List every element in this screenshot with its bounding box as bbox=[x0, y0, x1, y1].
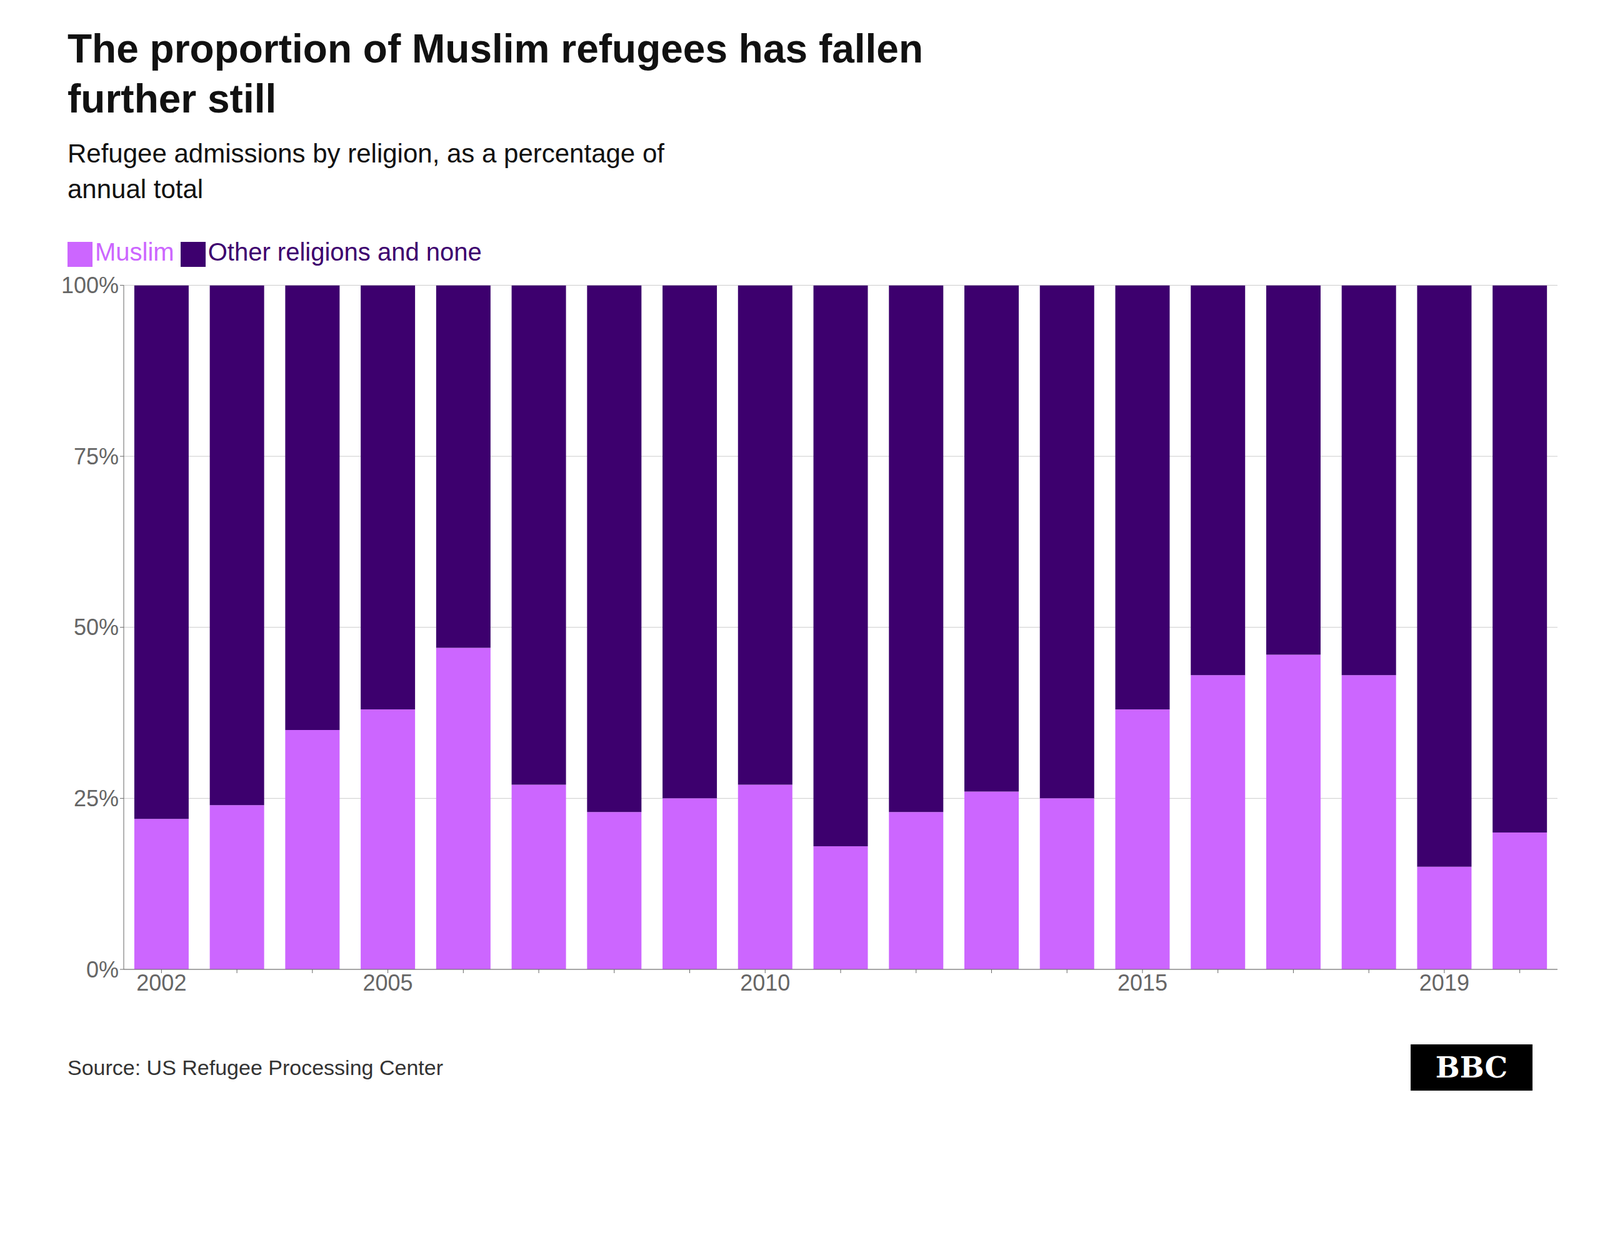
svg-text:2019: 2019 bbox=[1419, 970, 1470, 996]
html-text:BBC: BBC bbox=[1435, 1050, 1508, 1085]
svg-text:2002: 2002 bbox=[136, 970, 187, 996]
svg-text:2010: 2010 bbox=[740, 970, 790, 996]
svg-text:25%: 25% bbox=[73, 786, 119, 812]
html-text:Source: US Refugee Processing: Source: US Refugee Processing Center bbox=[67, 1055, 444, 1080]
svg-text:2005: 2005 bbox=[363, 970, 414, 996]
html-text:Other religions and none: Other religions and none bbox=[207, 238, 482, 266]
html-text:Refugee admissions by religion: Refugee admissions by religion, as a per… bbox=[67, 138, 665, 204]
svg-text:50%: 50% bbox=[73, 615, 119, 641]
html-text:Muslim: Muslim bbox=[95, 238, 175, 266]
html-text:The proportion of Muslim refug: The proportion of Muslim refugees has fa… bbox=[67, 26, 924, 122]
svg-text:0%: 0% bbox=[86, 956, 119, 983]
svg-text:100%: 100% bbox=[61, 273, 119, 299]
svg-text:2015: 2015 bbox=[1117, 970, 1168, 996]
svg-text:75%: 75% bbox=[73, 443, 119, 470]
